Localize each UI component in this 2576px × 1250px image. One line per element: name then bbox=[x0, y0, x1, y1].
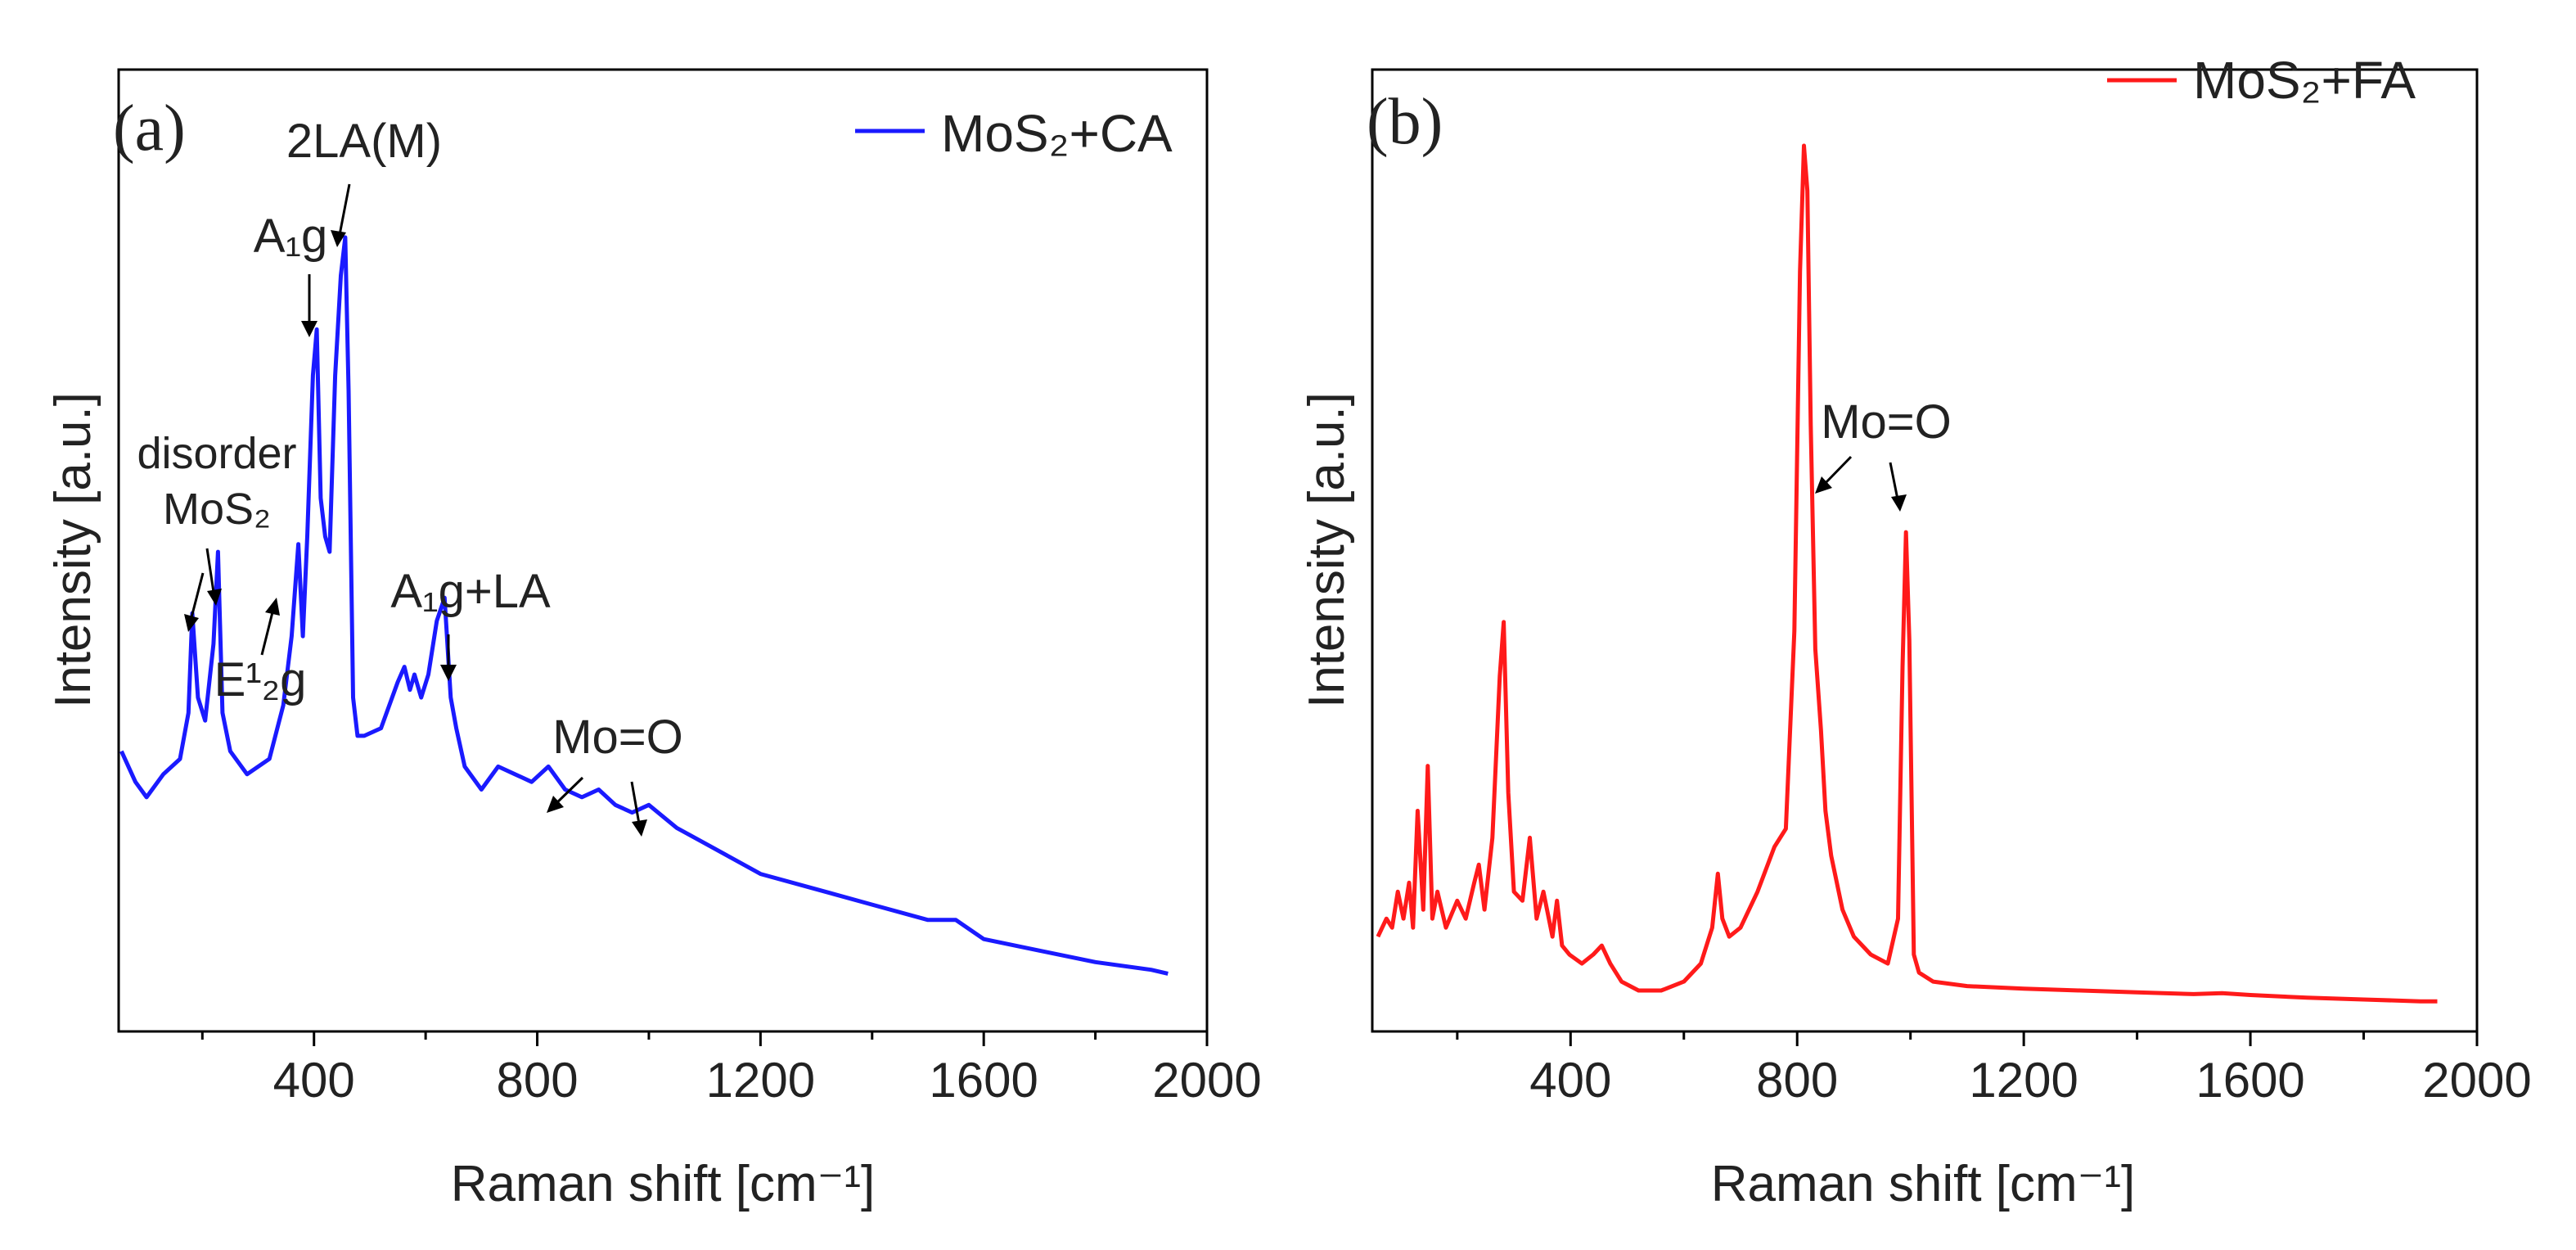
arrowhead-disorder-1 bbox=[184, 614, 199, 632]
annotation-disorder-mos2: MoS₂ bbox=[163, 485, 271, 534]
x-axis-label: Raman shift [cm⁻¹] bbox=[451, 1156, 876, 1212]
annotation-mo-o: Mo=O bbox=[552, 711, 683, 764]
x-tick-label: 800 bbox=[1756, 1053, 1838, 1108]
panel-label: (a) bbox=[113, 93, 186, 165]
annotation-arrowheads bbox=[1815, 476, 1907, 512]
plot-frame bbox=[117, 68, 1209, 1033]
x-tick-label: 1600 bbox=[929, 1053, 1038, 1108]
arrow-disorder-2 bbox=[205, 548, 216, 598]
arrowhead-mo-o-1 bbox=[1815, 476, 1832, 494]
arrowhead-a1g-la bbox=[440, 665, 457, 681]
arrowhead-e12g bbox=[265, 598, 280, 616]
arrow-e12g bbox=[260, 605, 276, 656]
series-line-mos2-ca bbox=[119, 235, 1169, 976]
arrowhead-mo-o-2 bbox=[632, 819, 647, 837]
arrowhead-a1g bbox=[301, 321, 317, 337]
arrowhead-mo-o-1 bbox=[547, 796, 564, 813]
arrowhead-2la-m bbox=[331, 230, 346, 247]
arrow-disorder-1 bbox=[188, 572, 205, 625]
chart-panel-a: 400 800 1200 1600 2000 (a) MoS₂+CA Raman shi… bbox=[45, 68, 1262, 1212]
annotation-a1g-la: A₁g+LA bbox=[390, 565, 551, 618]
plot-frame bbox=[1371, 68, 2479, 1033]
x-axis-ticks: 400 800 1200 1600 2000 bbox=[200, 1031, 1262, 1108]
annotation-mo-o: Mo=O bbox=[1821, 395, 1952, 449]
annotation-a1g: A₁g bbox=[254, 210, 328, 263]
annotation-2la-m: 2LA(M) bbox=[286, 115, 442, 168]
x-tick-label: 2000 bbox=[1152, 1053, 1261, 1108]
y-axis-label: Intensity [a.u.] bbox=[1299, 392, 1355, 708]
legend-label: MoS₂+CA bbox=[941, 104, 1173, 163]
x-tick-label: 1600 bbox=[2195, 1053, 2304, 1108]
x-tick-label: 400 bbox=[273, 1053, 355, 1108]
y-axis-label: Intensity [a.u.] bbox=[45, 392, 101, 708]
arrowhead-disorder-2 bbox=[207, 589, 222, 606]
x-tick-label: 1200 bbox=[706, 1053, 815, 1108]
x-tick-label: 1200 bbox=[1969, 1053, 2078, 1108]
arrowhead-mo-o-2 bbox=[1891, 494, 1907, 512]
arrow-mo-o-2 bbox=[630, 781, 642, 829]
x-tick-label: 400 bbox=[1529, 1053, 1611, 1108]
panel-label: (b) bbox=[1367, 86, 1443, 158]
x-tick-label: 2000 bbox=[2422, 1053, 2531, 1108]
annotation-arrowheads bbox=[184, 230, 647, 837]
annotation-disorder: disorder bbox=[137, 429, 296, 478]
x-tick-label: 800 bbox=[496, 1053, 578, 1108]
annotation-e12g: E¹₂g bbox=[214, 653, 307, 706]
series-line-mos2-fa bbox=[1376, 143, 2438, 1004]
legend-label: MoS₂+FA bbox=[2193, 51, 2416, 110]
x-axis-ticks: 400 800 1200 1600 2000 bbox=[1456, 1031, 2532, 1108]
annotation-arrows bbox=[1820, 455, 1900, 504]
x-axis-label: Raman shift [cm⁻¹] bbox=[1711, 1156, 2136, 1212]
arrow-2la-m bbox=[337, 183, 351, 240]
chart-panel-b: 400 800 1200 1600 2000 (b) MoS₂+FA Raman shi… bbox=[1299, 51, 2532, 1212]
